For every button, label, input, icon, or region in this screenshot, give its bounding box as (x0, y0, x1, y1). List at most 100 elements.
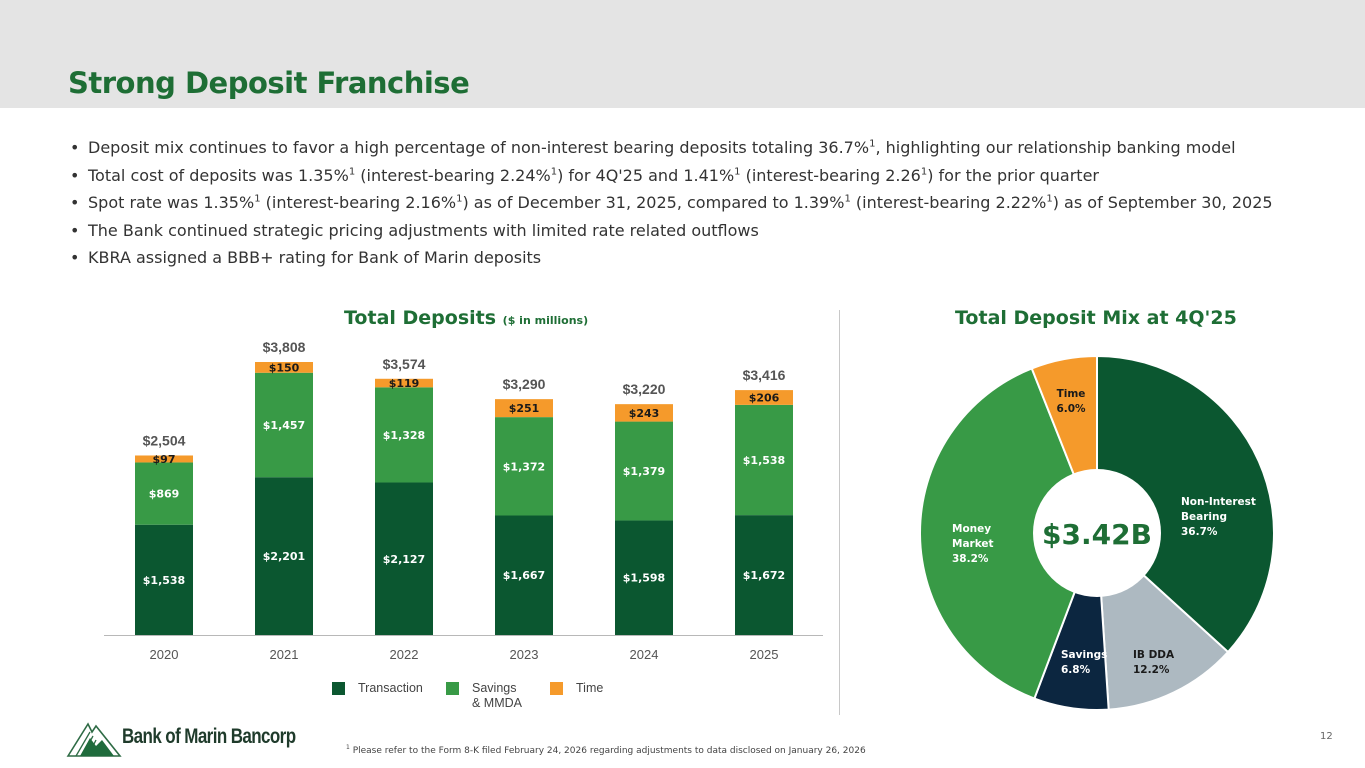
legend-item: Transaction (332, 681, 423, 696)
bar-value-label: $150 (269, 361, 300, 374)
donut-label-line: Bearing (1181, 511, 1227, 523)
donut-slice-non-interest-bearing (1096, 354, 1275, 654)
bar-value-label: $1,672 (743, 569, 785, 582)
bar-segment-time (615, 404, 673, 422)
donut-label-line: 36.7% (1181, 526, 1218, 538)
donut-center-label: $3.42B (1042, 518, 1152, 551)
bar-value-label: $1,457 (263, 419, 305, 432)
bar-segment-transaction (615, 520, 673, 635)
bullet-text: The Bank continued strategic pricing adj… (88, 220, 759, 240)
bullet-list: Deposit mix continues to favor a high pe… (70, 134, 1330, 272)
bar-value-label: $1,538 (143, 574, 185, 587)
bar-value-label: $1,598 (623, 572, 665, 585)
bar-value-label: $1,328 (383, 429, 425, 442)
section-divider (839, 310, 840, 715)
footnote-ref: 1 (1046, 193, 1053, 205)
bullet-text: , highlighting our relationship banking … (875, 138, 1236, 157)
legend-item: Time (550, 681, 603, 696)
deposit-mix-donut-chart: $3.42B Non-Interest Bearing 36.7% IB DDA 12.2… (919, 354, 1275, 711)
bullet-text: Deposit mix continues to favor a high pe… (88, 138, 870, 157)
bullet-item: KBRA assigned a BBB+ rating for Bank of … (70, 244, 1330, 272)
bar-segment-time (375, 378, 433, 388)
page-number: 12 (1320, 731, 1333, 742)
bar-segment-time (255, 362, 313, 373)
x-tick-label: 2022 (390, 647, 419, 662)
x-tick-label: 2024 (630, 647, 659, 662)
donut-label-line: IB DDA (1133, 649, 1175, 661)
bullet-text: Total cost of deposits was 1.35% (88, 165, 349, 185)
bar-value-label: $251 (509, 402, 540, 415)
bar-total-label: $3,808 (263, 339, 306, 355)
bullet-item: Deposit mix continues to favor a high pe… (70, 134, 1330, 162)
bar-segment-transaction (735, 515, 793, 635)
legend-swatch (332, 682, 345, 695)
x-tick-label: 2021 (270, 647, 299, 662)
legend-swatch (550, 682, 563, 695)
donut-label-line: 6.0% (1056, 403, 1086, 415)
bar-total-label: $3,220 (623, 381, 666, 397)
bullet-text: Spot rate was 1.35% (88, 193, 255, 212)
bar-total-label: $3,416 (743, 367, 786, 383)
bar-value-label: $1,538 (743, 454, 785, 467)
donut-label-line: 38.2% (952, 553, 989, 565)
footnote-ref: 1 (869, 138, 876, 150)
footnote-ref: 1 (734, 166, 741, 178)
bar-total-label: $2,504 (143, 432, 186, 448)
footnote-ref: 1 (456, 193, 463, 205)
footnote-text: Please refer to the Form 8-K filed Febru… (349, 746, 866, 756)
header-band (0, 0, 1365, 108)
bullet-text: (interest-bearing 2.16% (260, 193, 457, 212)
bar-value-label: $243 (629, 407, 660, 420)
footnote: 1 Please refer to the Form 8-K filed Feb… (346, 744, 866, 756)
bar-segment-time (495, 399, 553, 418)
donut-slice-label: Time 6.0% (1056, 388, 1086, 415)
footnote-ref: 1 (844, 193, 851, 205)
bar-segment-savings (735, 404, 793, 516)
bar-segment-time (135, 455, 193, 463)
bar-value-label: $869 (149, 488, 180, 501)
bar-value-label: $1,667 (503, 569, 545, 582)
bank-logo: Bank of Marin Bancorp (66, 716, 296, 758)
footnote-ref: 1 (920, 166, 928, 178)
footnote-ref: 1 (348, 166, 356, 178)
bullet-text: ) as of September 30, 2025 (1052, 193, 1273, 212)
bullet-text: KBRA assigned a BBB+ rating for Bank of … (88, 248, 542, 267)
bullet-text: (interest-bearing 2.22% (850, 193, 1047, 212)
logo-text: Bank of Marin Bancorp (122, 724, 296, 748)
bar-segment-savings (495, 417, 553, 516)
bar-segment-transaction (495, 515, 553, 635)
footnote-marker: 1 (346, 744, 350, 751)
legend-swatch (446, 682, 459, 695)
page-title: Strong Deposit Franchise (68, 66, 470, 100)
bar-segment-time (735, 390, 793, 405)
donut-slice-label: Non-Interest Bearing 36.7% (1181, 496, 1256, 538)
bar-total-label: $3,290 (503, 376, 546, 392)
legend-label: Savings & MMDA (472, 681, 522, 710)
bar-value-label: $206 (749, 391, 780, 404)
legend-label: Transaction (358, 681, 423, 695)
bar-chart-subtitle: ($ in millions) (502, 314, 589, 327)
bullet-text: (interest-bearing 2.24% (355, 165, 551, 185)
donut-slice-label: IB DDA 12.2% (1133, 649, 1175, 676)
bar-value-label: $97 (153, 453, 176, 466)
x-tick-label: 2023 (510, 647, 539, 662)
bar-segment-transaction (135, 524, 193, 635)
bar-segment-transaction (375, 482, 433, 635)
bar-chart-title-text: Total Deposits (344, 307, 497, 329)
bar-chart-legend: Transaction Savings & MMDA Time (332, 681, 652, 717)
total-deposits-bar-chart: $1,538 $869 $97 $2,504 2020 $2,201 $1,457 $150 $… (104, 339, 823, 662)
bullet-text: ) for 4Q'25 and 1.41% (557, 165, 735, 185)
donut-slice-label: Savings 6.8% (1061, 649, 1107, 676)
donut-label-line: Time (1057, 388, 1086, 400)
x-tick-label: 2025 (750, 647, 779, 662)
bar-segment-transaction (255, 477, 313, 635)
footnote-ref: 1 (254, 193, 261, 205)
legend-item: Savings & MMDA (446, 681, 522, 711)
bar-value-label: $1,379 (623, 465, 665, 478)
bar-segment-savings (135, 462, 193, 525)
bar-value-label: $2,127 (383, 553, 425, 566)
bar-value-label: $1,372 (503, 460, 545, 473)
donut-label-line: Market (952, 538, 994, 550)
donut-hole (1033, 469, 1161, 597)
pie-chart-title: Total Deposit Mix at 4Q'25 (955, 307, 1237, 329)
